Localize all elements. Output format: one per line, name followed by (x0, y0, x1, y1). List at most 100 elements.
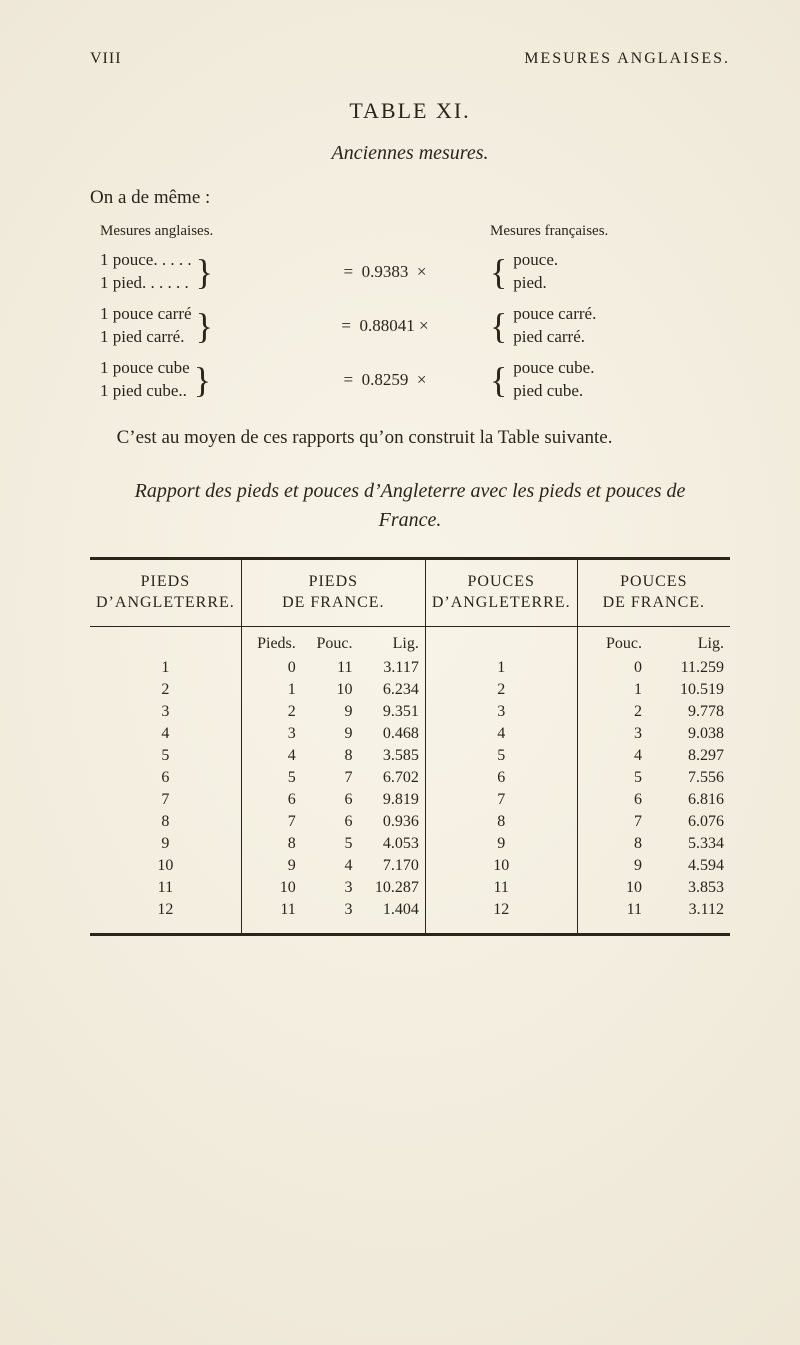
cell-pa: 9 (90, 833, 241, 855)
th-pieds-france: PIEDSDE FRANCE. (241, 559, 425, 627)
cell-if-pouc: 4 (577, 745, 648, 767)
cell-pf-pieds: 11 (241, 899, 302, 935)
cell-if-lig: 6.076 (648, 811, 730, 833)
cell-pf-pieds: 5 (241, 767, 302, 789)
cell-ia: 6 (425, 767, 577, 789)
subtitle: Anciennes mesures. (90, 142, 730, 165)
table-row: 1110310.28711103.853 (90, 877, 730, 899)
running-head: VIII MESURES ANGLAISES. (90, 50, 730, 68)
cell-pf-lig: 9.351 (359, 701, 426, 723)
cell-pf-pouc: 3 (302, 899, 359, 935)
subhead-lig2: Lig. (648, 627, 730, 658)
cell-if-lig: 4.594 (648, 855, 730, 877)
page: VIII MESURES ANGLAISES. TABLE XI. Ancien… (0, 0, 800, 1345)
cell-pf-pouc: 10 (302, 679, 359, 701)
cell-pf-pouc: 6 (302, 789, 359, 811)
measures-block: Mesures anglaises. Mesures françaises. 1… (100, 221, 730, 403)
measure-right1: pouce carré. (513, 303, 596, 326)
table-row: 8760.936876.076 (90, 811, 730, 833)
measure-left1: 1 pouce cube (100, 357, 190, 380)
measure-right2: pied carré. (513, 326, 596, 349)
cell-pf-lig: 9.819 (359, 789, 426, 811)
cell-pf-lig: 1.404 (359, 899, 426, 935)
cell-pf-lig: 7.170 (359, 855, 426, 877)
cell-if-pouc: 10 (577, 877, 648, 899)
cell-pf-lig: 6.702 (359, 767, 426, 789)
cell-pf-pieds: 0 (241, 657, 302, 679)
cell-pf-pouc: 8 (302, 745, 359, 767)
table-row: 6576.702657.556 (90, 767, 730, 789)
table-row: 9854.053985.334 (90, 833, 730, 855)
measure-row: 1 pouce cube1 pied cube..} = 0.8259 ×{ pou… (100, 357, 730, 403)
cell-pf-pieds: 9 (241, 855, 302, 877)
cell-if-pouc: 11 (577, 899, 648, 935)
cell-pf-pieds: 2 (241, 701, 302, 723)
cell-if-lig: 5.334 (648, 833, 730, 855)
cell-if-pouc: 9 (577, 855, 648, 877)
th-pouces-france: POUCESDE FRANCE. (577, 559, 730, 627)
cell-pf-pieds: 10 (241, 877, 302, 899)
cell-if-pouc: 8 (577, 833, 648, 855)
cell-pa: 5 (90, 745, 241, 767)
cell-ia: 4 (425, 723, 577, 745)
cell-ia: 5 (425, 745, 577, 767)
cell-pf-lig: 6.234 (359, 679, 426, 701)
cell-pa: 11 (90, 877, 241, 899)
measure-left1: 1 pouce. . . . . (100, 249, 192, 272)
measure-right1: pouce cube. (513, 357, 594, 380)
cell-pf-pouc: 9 (302, 701, 359, 723)
brace-left-icon: { (490, 308, 507, 344)
table-row: 3299.351329.778 (90, 701, 730, 723)
cell-pf-pouc: 11 (302, 657, 359, 679)
cell-pf-lig: 10.287 (359, 877, 426, 899)
cell-if-lig: 6.816 (648, 789, 730, 811)
brace-right-icon: } (194, 362, 211, 398)
cell-if-lig: 11.259 (648, 657, 730, 679)
measure-left2: 1 pied cube.. (100, 380, 190, 403)
cell-pa: 10 (90, 855, 241, 877)
measure-equation: = 0.8259 × (280, 370, 490, 390)
table-heading: TABLE XI. (90, 98, 730, 124)
subhead-lig: Lig. (359, 627, 426, 658)
cell-if-pouc: 1 (577, 679, 648, 701)
cell-ia: 7 (425, 789, 577, 811)
cell-pa: 8 (90, 811, 241, 833)
cell-pa: 12 (90, 899, 241, 935)
cell-if-lig: 9.038 (648, 723, 730, 745)
cell-if-pouc: 0 (577, 657, 648, 679)
measure-left1: 1 pouce carré (100, 303, 192, 326)
table-row: 21106.2342110.519 (90, 679, 730, 701)
cell-pa: 2 (90, 679, 241, 701)
brace-left-icon: { (490, 362, 507, 398)
page-number: VIII (90, 50, 122, 68)
table-row: 4390.468439.038 (90, 723, 730, 745)
cell-pa: 3 (90, 701, 241, 723)
measure-left2: 1 pied. . . . . . (100, 272, 192, 295)
cell-if-pouc: 3 (577, 723, 648, 745)
measure-row: 1 pouce carré1 pied carré.}= 0.88041 ×{p… (100, 303, 730, 349)
cell-pf-lig: 3.585 (359, 745, 426, 767)
cell-if-lig: 9.778 (648, 701, 730, 723)
ratio-table: PIEDSD’ANGLETERRE. PIEDSDE FRANCE. POUCE… (90, 557, 730, 936)
cell-pf-lig: 3.117 (359, 657, 426, 679)
cell-if-pouc: 5 (577, 767, 648, 789)
measure-left2: 1 pied carré. (100, 326, 192, 349)
measure-row: 1 pouce. . . . .1 pied. . . . . .}= 0.93… (100, 249, 730, 295)
table-row: 5483.585548.297 (90, 745, 730, 767)
table-row: 10113.1171011.259 (90, 657, 730, 679)
cell-pf-pouc: 3 (302, 877, 359, 899)
measure-equation: = 0.88041 × (280, 316, 490, 336)
cell-if-lig: 3.112 (648, 899, 730, 935)
cell-pf-pieds: 3 (241, 723, 302, 745)
cell-pf-pouc: 4 (302, 855, 359, 877)
table-row: 10947.1701094.594 (90, 855, 730, 877)
cell-pf-pieds: 4 (241, 745, 302, 767)
cell-if-lig: 8.297 (648, 745, 730, 767)
col-head-left: Mesures anglaises. (100, 221, 280, 241)
cell-ia: 8 (425, 811, 577, 833)
measure-right2: pied cube. (513, 380, 594, 403)
measure-equation: = 0.9383 × (280, 262, 490, 282)
cell-ia: 9 (425, 833, 577, 855)
rapport-title: Rapport des pieds et pouces d’Angleterre… (120, 477, 700, 535)
cell-pa: 4 (90, 723, 241, 745)
